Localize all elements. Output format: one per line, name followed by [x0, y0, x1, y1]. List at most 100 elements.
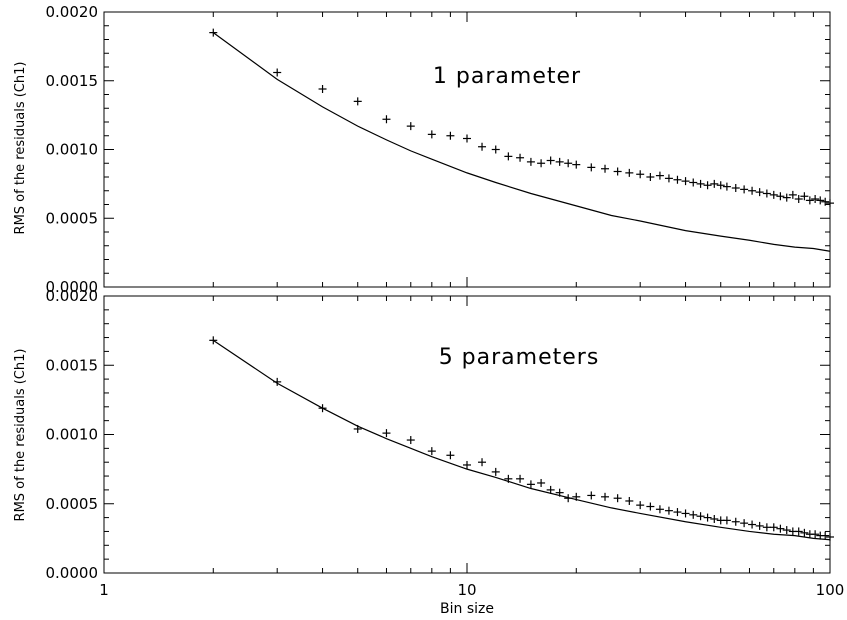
data-point — [636, 170, 645, 179]
data-point — [564, 159, 573, 168]
y-tick-label: 0.0020 — [46, 287, 99, 305]
data-point — [478, 142, 487, 151]
data-point — [546, 485, 555, 494]
data-point — [755, 521, 764, 530]
data-point — [516, 474, 525, 483]
data-point — [731, 184, 740, 192]
data-point — [504, 152, 513, 161]
data-point — [601, 492, 610, 501]
data-point — [491, 145, 500, 154]
data-point — [406, 436, 415, 445]
data-point — [762, 189, 771, 198]
fit-curve — [212, 339, 831, 541]
y-axis-label-bottom: RMS of the residuals (Ch1) — [13, 349, 28, 522]
data-point — [526, 480, 535, 489]
data-point — [537, 159, 546, 168]
panel-5-parameters: RMS of the residuals (Ch1) 5 parameters … — [13, 287, 844, 617]
data-point — [655, 505, 664, 514]
data-point — [406, 122, 415, 131]
y-tick-label: 0.0005 — [46, 209, 99, 227]
data-point — [689, 510, 698, 519]
data-point — [821, 197, 830, 206]
data-point — [794, 527, 803, 536]
data-point — [555, 157, 564, 166]
data-point — [613, 167, 622, 176]
data-point — [625, 168, 634, 177]
data-point — [673, 175, 682, 184]
data-point — [689, 178, 698, 187]
data-point — [703, 513, 712, 522]
data-point — [755, 188, 764, 197]
data-point — [625, 496, 634, 505]
data-point — [446, 451, 455, 460]
data-point — [710, 514, 719, 523]
data-point — [646, 502, 655, 511]
x-tick-label: 1 — [99, 581, 109, 599]
data-point — [587, 491, 596, 500]
y-tick-label: 0.0010 — [46, 426, 99, 444]
data-point — [587, 163, 596, 172]
data-point — [782, 193, 791, 202]
data-point — [731, 517, 740, 526]
data-point — [722, 516, 731, 525]
data-point — [740, 185, 749, 194]
y-tick-label: 0.0010 — [46, 141, 99, 159]
data-point — [703, 181, 712, 190]
data-point — [805, 196, 814, 205]
x-tick-label: 10 — [457, 581, 476, 599]
data-point — [636, 501, 645, 510]
data-point — [427, 447, 436, 456]
y-tick-label: 0.0015 — [46, 72, 99, 90]
data-point — [748, 520, 757, 529]
data-point — [794, 195, 803, 203]
data-point — [816, 196, 825, 205]
data-point — [762, 523, 771, 532]
data-point — [353, 97, 362, 106]
data-point — [782, 526, 791, 535]
data-point — [710, 179, 719, 188]
y-tick-label: 0.0015 — [46, 356, 99, 374]
data-point — [664, 174, 673, 183]
data-point — [740, 519, 749, 528]
data-point — [546, 156, 555, 165]
data-point — [769, 523, 778, 532]
data-point — [716, 181, 725, 190]
y-axis-label-top: RMS of the residuals (Ch1) — [13, 62, 28, 235]
plot-frame — [103, 11, 831, 288]
data-point — [826, 199, 834, 208]
data-point — [769, 190, 778, 199]
x-axis-label: Bin size — [440, 601, 494, 617]
annotation-5-parameters: 5 parameters — [439, 345, 600, 370]
data-point — [673, 508, 682, 517]
data-point — [516, 153, 525, 162]
data-point — [273, 68, 282, 77]
data-point — [800, 528, 809, 537]
data-point — [382, 429, 391, 438]
data-point — [811, 195, 820, 203]
data-point — [681, 509, 690, 518]
data-point — [572, 160, 581, 169]
annotation-1-parameter: 1 parameter — [433, 64, 581, 89]
data-point — [722, 182, 731, 191]
y-tick-label: 0.0020 — [46, 3, 99, 21]
data-point — [696, 512, 705, 521]
y-tick-label: 0.0000 — [46, 278, 99, 296]
data-point — [681, 177, 690, 186]
x-tick-label: 100 — [816, 581, 845, 599]
data-point — [821, 531, 830, 540]
data-point — [655, 171, 664, 180]
data-point — [748, 186, 757, 195]
data-point — [463, 134, 471, 143]
data-point — [446, 131, 455, 140]
y-tick-label: 0.0005 — [46, 495, 99, 513]
data-point — [811, 530, 820, 539]
data-point — [646, 173, 655, 181]
data-point — [776, 524, 785, 533]
panel-1-parameter: RMS of the residuals (Ch1) 1 parameter 0… — [13, 3, 834, 296]
data-point — [800, 192, 809, 201]
data-point — [696, 179, 705, 188]
data-point — [427, 130, 436, 139]
y-tick-label: 0.0000 — [46, 564, 99, 582]
data-point — [478, 458, 487, 467]
